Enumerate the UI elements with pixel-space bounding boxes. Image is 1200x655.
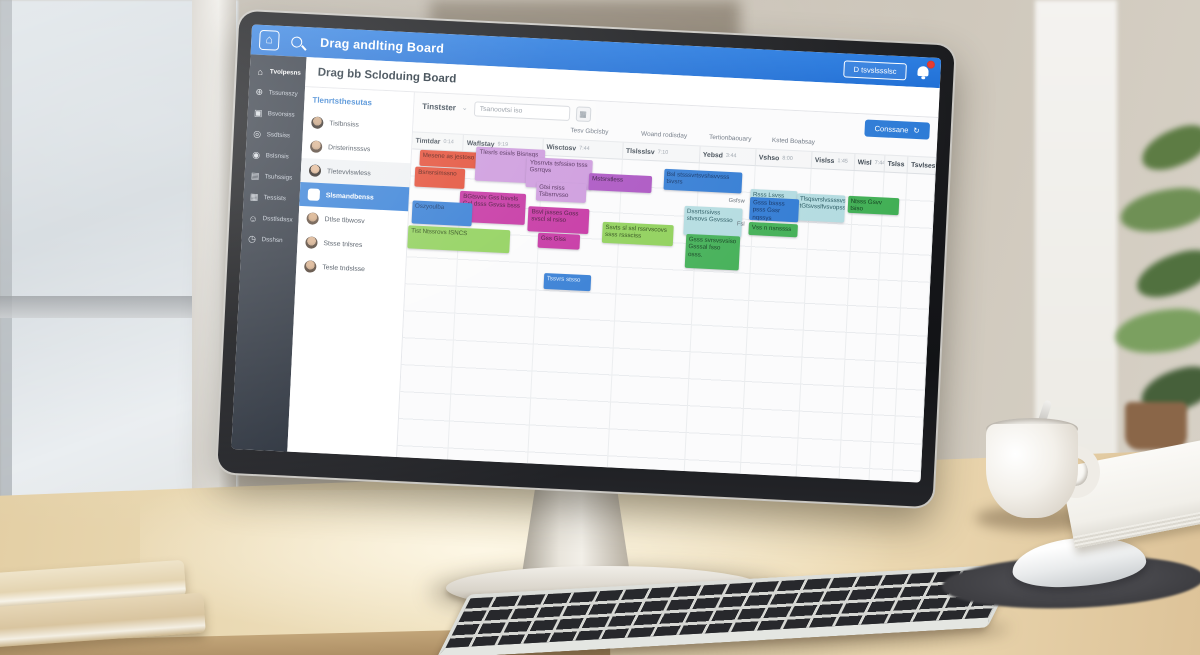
avatar [305,236,318,249]
page-title: Drag bb Scloduing Board [317,66,457,85]
screen: ⌂ Drag andlting Board D tsvslssslsc ⌂ Tvo… [231,24,942,483]
sidebar-item-5[interactable]: ▤ Tsuhssigs [250,170,293,182]
sidebar-item-4[interactable]: ◉ Bslsnsis [252,149,289,161]
plant-leaf [1117,183,1200,237]
sidebar-item-0[interactable]: ⌂ Tvolpesnsn [249,60,306,84]
schedule-card[interactable]: Vss n nsnssss [748,221,799,238]
target-icon: ◎ [253,128,262,139]
column-header[interactable]: Vislss 1:45 [811,151,856,171]
column-header[interactable]: Timtdar 0:14 [412,132,465,151]
refresh-icon: ↻ [913,125,920,135]
topbar-spacer [452,49,836,68]
avatar [306,212,319,225]
mini-label: Gsfsw [728,197,745,205]
clock-icon: ◷ [247,233,257,244]
scheduling-board: Tinstster ⌄ Tsanoovtsi iso ▦ Conssane ↻ [397,92,939,483]
plant-leaf [1135,119,1200,177]
window-left-rail [0,296,238,318]
column-header[interactable]: Yebsd 3:44 [699,146,757,166]
sidebar-item-3[interactable]: ◎ Ssdtsiss [253,128,291,140]
mug [986,424,1078,518]
schedule-card[interactable]: Gsss bssss psss Gssr nqssys [749,196,800,223]
mini-label: Fsl [736,221,745,228]
group-label: Ksted Boabsay [771,136,816,147]
invite-button[interactable]: D tsvslssslsc [843,59,907,80]
column-header[interactable]: Wisl 7:44 [854,154,885,172]
sidebar-item-8[interactable]: ◷ Dsshsn [247,233,283,245]
chevron-down-icon: ⌄ [461,104,468,113]
filter-label[interactable]: Tinstster [422,101,457,112]
home-icon: ⌂ [257,66,264,77]
schedule-card[interactable]: Tlsqsvrslvssssvsrl tGtsvsslfvsvopss. [795,193,846,223]
avatar [304,260,317,273]
sidebar-item-1[interactable]: ⊕ Tssunsszy [255,86,298,98]
avatar [307,188,321,201]
schedule-card[interactable]: Tssvrs stsso [543,272,592,292]
view-toggle-button[interactable]: ▦ [575,105,591,122]
grid-icon: ▣ [253,107,263,119]
home-icon[interactable]: ⌂ [258,29,280,51]
plus-circle-icon: ⊕ [255,86,264,98]
schedule-card[interactable]: Gtsi rsiss Tsbsrrvsso [535,181,587,203]
notifications-button[interactable] [914,60,936,82]
column-header[interactable]: Tsvlses1:44 [907,156,937,174]
book-stack [0,558,215,655]
content-row: Tlenrtsthesutas Tislbnsiss Dristerinsssv… [287,87,939,483]
schedule-card[interactable]: Mstsrstless [588,173,653,194]
board-search-input[interactable]: Tsanoovtsi iso [473,100,570,121]
calendar-icon: ▦ [249,191,259,202]
plant-leaf [1131,243,1200,305]
column-header[interactable]: Vshso 8:00 [755,149,813,168]
schedule-card[interactable]: Gsss svrsvsvsiso Gsssal fsso osss. [684,233,740,271]
sidebar-item-7[interactable]: ☺ Dsstlsdssx [248,212,293,224]
avatar [308,164,322,177]
schedule-card[interactable]: Ssvts sl ssl rssrvscovs ssss rsssciss [601,221,674,247]
window-left-edge [0,0,12,545]
schedule-grid: Mesene as jestoso Bsnsrsimssno Tlesrls e… [397,146,936,483]
schedule-card[interactable]: Oszyoulba [411,200,473,227]
schedule-card[interactable]: Dssrtsrsivss stvsovs Gsvssso [682,205,743,238]
sidebar-item-6[interactable]: ▦ Tessists [249,191,287,203]
search-icon[interactable] [291,35,303,48]
rows-icon: ▤ [250,170,260,181]
dot-circle-icon: ◉ [252,149,261,160]
group-label: Tesv Gbclsby [570,127,609,136]
schedule-card[interactable]: Mesene as jestoso [419,149,483,169]
monitor: ⌂ Drag andlting Board D tsvslssslsc ⌂ Tvo… [217,10,955,508]
sidebar-item-2[interactable]: ▣ Bsvorsiss [253,107,295,119]
notification-badge [926,60,936,69]
person-row[interactable]: Tesle tndslsse [296,254,406,283]
column-header[interactable]: Tslss [884,155,909,173]
main-row: ⌂ Tvolpesnsn ⊕ Tssunsszy ▣ Bsvorsiss ◎ Ssdts… [231,54,940,483]
plant-pot [1125,402,1187,450]
schedule-card[interactable]: Bsl stsssvrtsvshsvvsss tsvsrs [663,168,743,194]
group-label: Tertionbaouary [708,133,752,143]
avatar [311,116,324,129]
plant-leaf [1113,305,1200,357]
user-icon: ☺ [248,212,258,224]
sync-button[interactable]: Conssane ↻ [864,118,931,140]
app-title: Drag andlting Board [319,35,445,56]
schedule-card[interactable]: Ntsss Gsvv tsiso [847,195,900,216]
schedule-card[interactable]: Gss Giss [537,232,581,250]
bell-icon [917,65,929,77]
group-label: Woand rodisday [640,130,688,140]
schedule-card[interactable]: Tist Ntssrovs ISNCS [407,225,511,254]
people-panel: Tlenrtsthesutas Tislbnsiss Dristerinsssv… [287,87,415,458]
toolbar-spacer [597,114,859,127]
schedule-card[interactable]: Bsvl jssses Goss svscl sl rsiso [527,206,590,235]
avatar [309,140,323,153]
right-column: Drag bb Scloduing Board Tlenrtsthesutas … [287,57,940,483]
schedule-card[interactable]: Bsnsrsimssno [414,166,466,189]
